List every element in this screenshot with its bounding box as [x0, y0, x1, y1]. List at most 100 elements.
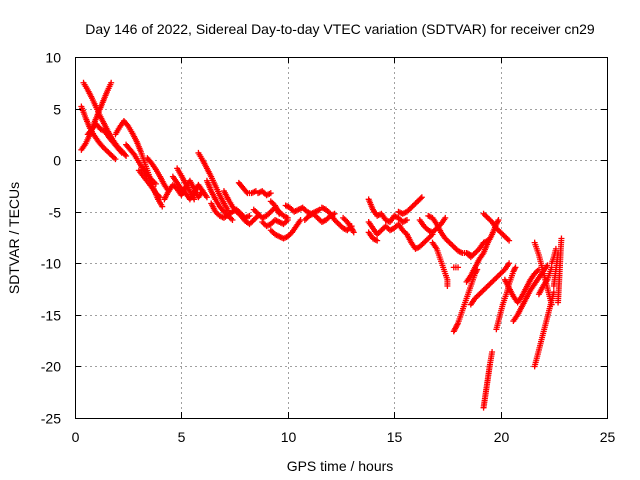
data-point-fill: [281, 219, 288, 226]
data-point-fill: [228, 215, 235, 222]
data-point-fill: [499, 269, 506, 276]
data-point-fill: [102, 146, 109, 153]
data-point-fill: [479, 288, 486, 295]
data-point-fill: [109, 153, 116, 160]
data-point-fill: [473, 248, 480, 255]
data-point-fill: [470, 251, 477, 258]
data-point-fill: [490, 277, 497, 284]
data-point: [480, 287, 487, 294]
data-point-fill: [402, 217, 409, 224]
data-point: [374, 237, 381, 244]
data-point: [191, 196, 198, 203]
data-point-fill: [464, 251, 471, 258]
data-point: [378, 227, 385, 234]
data-point: [497, 229, 504, 236]
data-point-fill: [445, 238, 452, 245]
data-point: [259, 219, 266, 226]
data-point-fill: [266, 190, 273, 197]
data-point-fill: [124, 121, 131, 128]
data-point: [123, 153, 130, 160]
data-point: [548, 301, 555, 308]
data-point: [112, 156, 119, 163]
data-point: [544, 262, 551, 269]
data-point-fill: [341, 216, 348, 223]
data-point: [284, 216, 291, 223]
data-point: [382, 223, 389, 230]
data-point-fill: [504, 236, 511, 243]
data-point-fill: [423, 236, 430, 243]
data-point: [450, 243, 457, 250]
data-point-fill: [372, 236, 379, 243]
data-point-fill: [483, 213, 490, 220]
data-point-fill: [426, 213, 433, 220]
data-point-fill: [422, 238, 429, 245]
data-point-fill: [499, 230, 506, 237]
grid-lines: [75, 57, 607, 418]
data-point: [444, 282, 451, 289]
data-point-fill: [377, 228, 384, 235]
data-point: [250, 216, 257, 223]
data-point-fill: [252, 215, 259, 222]
data-point: [103, 147, 110, 154]
data-point: [442, 214, 449, 221]
data-point: [501, 233, 508, 240]
data-point: [152, 180, 159, 187]
y-tick-label: 10: [45, 50, 61, 66]
y-tick-label: -20: [41, 359, 61, 375]
data-point-fill: [477, 289, 484, 296]
data-point: [446, 239, 453, 246]
data-point: [476, 291, 483, 298]
y-tick-label: -15: [41, 308, 61, 324]
data-point: [489, 278, 496, 285]
data-point-fill: [252, 208, 259, 215]
x-tick-label: 0: [72, 429, 80, 445]
data-point: [301, 216, 308, 223]
data-point: [335, 221, 342, 228]
data-point-fill: [337, 222, 344, 229]
data-point: [267, 208, 274, 215]
data-point: [340, 214, 347, 221]
data-point: [506, 260, 513, 267]
data-point-fill: [447, 241, 454, 248]
data-point-fill: [409, 203, 416, 210]
data-point-fill: [401, 210, 408, 217]
data-point-fill: [334, 219, 341, 226]
data-point: [403, 216, 410, 223]
data-point-fill: [105, 149, 112, 156]
data-point-fill: [281, 234, 288, 241]
data-point: [418, 194, 425, 201]
data-point: [108, 151, 115, 158]
chart-title: Day 146 of 2022, Sidereal Day-to-day VTE…: [85, 21, 595, 37]
data-point: [412, 200, 419, 207]
data-point-fill: [122, 151, 129, 158]
data-point: [484, 214, 491, 221]
data-point-fill: [483, 284, 490, 291]
data-point-fill: [243, 188, 250, 195]
data-point: [484, 282, 491, 289]
data-point-fill: [481, 285, 488, 292]
data-point: [246, 212, 253, 219]
axis-ticks: 0 5 10 15 20 25 -25 -20 -15 -10 -5 0 5 10: [41, 50, 616, 446]
data-point: [108, 79, 115, 86]
data-point-fill: [396, 209, 403, 216]
x-tick-label: 15: [387, 429, 403, 445]
data-point: [425, 235, 432, 242]
data-points: [78, 79, 565, 411]
data-point: [558, 235, 565, 242]
data-point-fill: [430, 227, 437, 234]
data-point-fill: [452, 245, 459, 252]
data-point-fill: [419, 241, 426, 248]
data-point: [495, 216, 502, 223]
data-point-fill: [494, 273, 501, 280]
data-point-fill: [486, 281, 493, 288]
data-point: [493, 274, 500, 281]
data-point-fill: [411, 201, 418, 208]
data-point-fill: [417, 195, 424, 202]
data-point: [314, 214, 321, 221]
data-point-fill: [269, 228, 276, 235]
data-point-fill: [303, 215, 310, 222]
data-point: [497, 270, 504, 277]
data-point-fill: [413, 199, 420, 206]
y-tick-label: 5: [53, 102, 61, 118]
